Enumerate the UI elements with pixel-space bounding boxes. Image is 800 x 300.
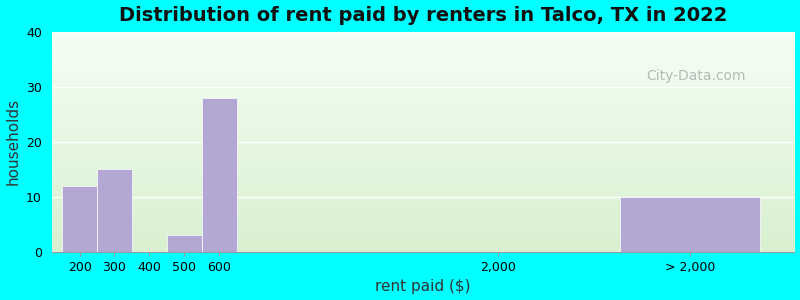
Bar: [202, 98, 237, 252]
Text: City-Data.com: City-Data.com: [646, 69, 746, 83]
Bar: [62, 186, 97, 252]
Y-axis label: households: households: [6, 98, 21, 185]
Bar: [166, 235, 202, 252]
Bar: [620, 197, 759, 252]
X-axis label: rent paid ($): rent paid ($): [375, 279, 471, 294]
Title: Distribution of rent paid by renters in Talco, TX in 2022: Distribution of rent paid by renters in …: [119, 6, 727, 25]
Bar: [97, 169, 132, 252]
